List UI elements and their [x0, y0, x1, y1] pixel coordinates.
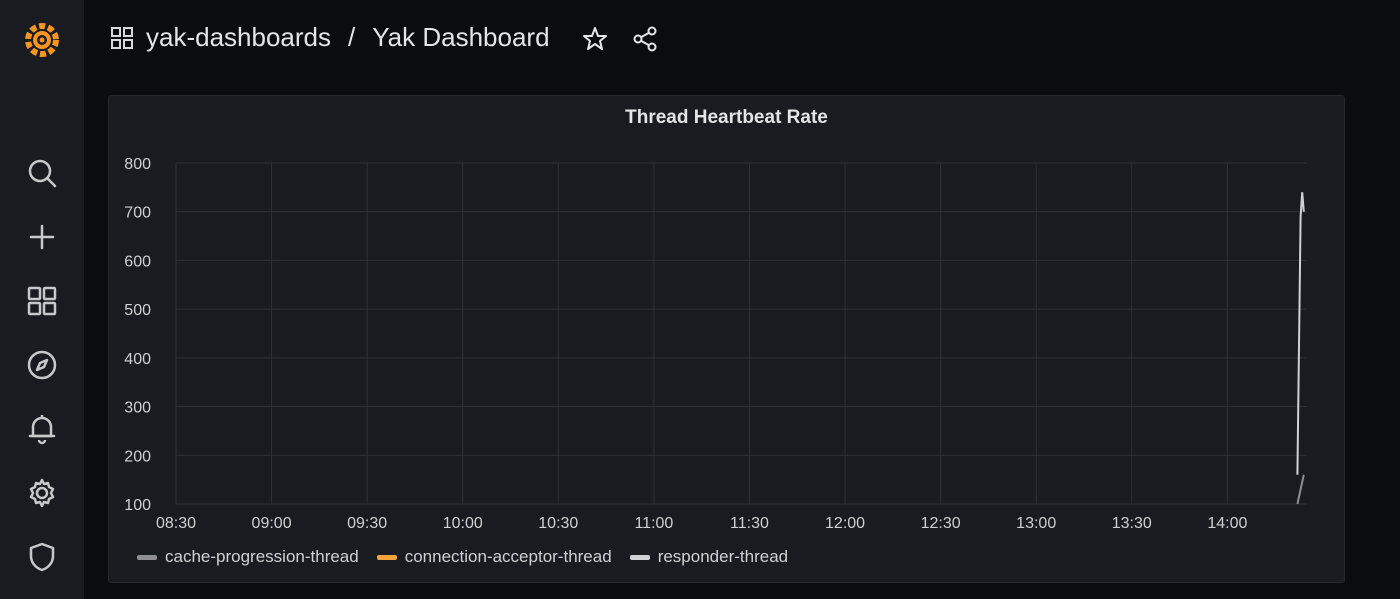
top-bar: yak-dashboards / Yak Dashboard: [84, 0, 1400, 76]
breadcrumb: yak-dashboards / Yak Dashboard: [146, 22, 550, 53]
legend-item-responder-thread[interactable]: responder-thread: [629, 547, 789, 567]
x-tick-label: 09:00: [252, 515, 292, 532]
x-tick-label: 13:30: [1112, 515, 1152, 532]
explore-icon[interactable]: [22, 345, 62, 385]
share-icon[interactable]: [632, 26, 658, 52]
panel-title[interactable]: Thread Heartbeat Rate: [625, 107, 828, 128]
settings-icon[interactable]: [22, 473, 62, 513]
plus-icon[interactable]: [22, 217, 62, 257]
x-tick-label: 12:00: [825, 515, 865, 532]
x-tick-label: 11:00: [634, 515, 673, 532]
x-tick-label: 10:30: [538, 515, 578, 532]
star-icon[interactable]: [582, 26, 608, 52]
shield-icon[interactable]: [22, 537, 62, 577]
grafana-logo-icon[interactable]: [22, 20, 62, 60]
series-line-responder-thread: [1296, 192, 1305, 475]
legend-label: responder-thread: [657, 547, 789, 566]
alerting-icon[interactable]: [22, 409, 62, 449]
chart-svg[interactable]: 800 700 600 500 400 300 200 100 08:30 09:00 09:30 1…: [109, 96, 1344, 536]
y-tick-label: 300: [124, 400, 151, 417]
series-line-cache-progression-thread: [1296, 474, 1305, 505]
legend-swatch: [376, 554, 397, 560]
x-tick-label: 12:30: [921, 515, 961, 532]
legend: cache-progression-thread connection-acce…: [137, 547, 788, 567]
dashboards-icon: [110, 26, 134, 50]
breadcrumb-separator: /: [348, 22, 356, 52]
legend-swatch: [629, 554, 650, 560]
x-tick-label: 13:00: [1016, 515, 1056, 532]
dashboards-icon[interactable]: [22, 281, 62, 321]
y-tick-label: 500: [124, 302, 151, 319]
legend-item-connection-acceptor-thread[interactable]: connection-acceptor-thread: [376, 547, 612, 567]
search-icon[interactable]: [22, 153, 62, 193]
sidebar: [0, 0, 84, 599]
y-tick-label: 100: [124, 497, 151, 514]
graph-panel[interactable]: Thread Heartbeat Rate 800 700 600 500 400 300…: [108, 95, 1345, 583]
x-tick-label: 09:30: [347, 515, 387, 532]
y-tick-label: 600: [124, 253, 151, 270]
x-tick-label: 11:30: [730, 515, 769, 532]
y-tick-label: 400: [124, 351, 151, 368]
legend-label: cache-progression-thread: [165, 547, 359, 566]
y-tick-label: 800: [124, 156, 151, 173]
y-tick-label: 200: [124, 448, 151, 465]
x-tick-label: 08:30: [156, 515, 196, 532]
dashboard-title[interactable]: Yak Dashboard: [372, 22, 550, 52]
legend-label: connection-acceptor-thread: [404, 547, 612, 566]
x-tick-label: 10:00: [443, 515, 483, 532]
legend-swatch: [137, 554, 157, 560]
breadcrumb-folder-link[interactable]: yak-dashboards: [146, 22, 331, 52]
x-tick-label: 14:00: [1207, 515, 1247, 532]
legend-item-cache-progression-thread[interactable]: cache-progression-thread: [137, 547, 359, 567]
y-tick-label: 700: [124, 205, 151, 222]
